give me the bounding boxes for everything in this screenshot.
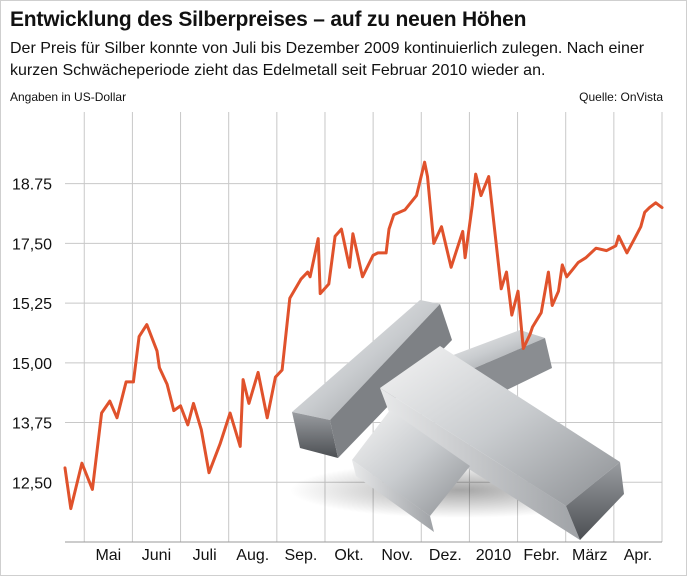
silver-bar-front xyxy=(380,346,624,540)
unit-note: Angaben in US-Dollar xyxy=(10,90,127,104)
x-tick-label: Apr. xyxy=(624,547,652,564)
y-tick-label: 13,75 xyxy=(12,416,52,433)
x-tick-label: 2010 xyxy=(476,547,512,564)
silver-bars-illustration xyxy=(290,300,630,540)
x-tick-label: März xyxy=(572,547,608,564)
x-tick-label: Aug. xyxy=(236,547,269,564)
y-tick-label: 15,00 xyxy=(12,356,52,373)
y-tick-labels: 12,50 13,75 15,00 15,25 17,50 18.75 xyxy=(12,177,52,493)
x-tick-label: Febr. xyxy=(523,547,559,564)
x-tick-label: Okt. xyxy=(334,547,363,564)
x-tick-labels: Mai Juni Juli Aug. Sep. Okt. Nov. Dez. 2010 Febr.… xyxy=(95,547,652,564)
x-tick-label: Mai xyxy=(95,547,121,564)
chart-subtitle: Der Preis für Silber konnte von Juli bis… xyxy=(10,40,645,79)
chart-title: Entwicklung des Silberpreises – auf zu n… xyxy=(10,8,527,31)
x-tick-label: Juli xyxy=(193,547,217,564)
series-silver-price xyxy=(63,160,664,511)
x-tick-label: Juni xyxy=(142,547,171,564)
x-tick-label: Dez. xyxy=(429,547,462,564)
silver-bar-lower xyxy=(352,410,470,532)
source-note: Quelle: OnVista xyxy=(579,90,663,104)
y-tick-label: 12,50 xyxy=(12,475,52,492)
x-tick-label: Sep. xyxy=(284,547,317,564)
series-line xyxy=(63,160,664,511)
x-tick-label: Nov. xyxy=(381,547,413,564)
y-tick-label: 15,25 xyxy=(12,296,52,313)
y-tick-label: 17,50 xyxy=(12,236,52,253)
y-tick-label: 18.75 xyxy=(12,177,52,194)
